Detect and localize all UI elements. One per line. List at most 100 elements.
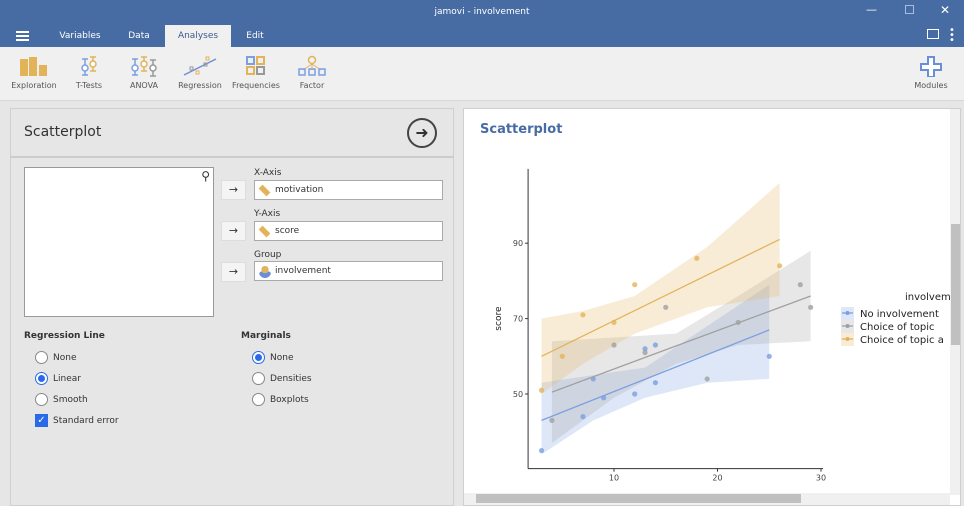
title-bar: jamovi - involvement — ✕ — [0, 0, 964, 25]
data-point — [611, 319, 617, 325]
data-point — [663, 304, 669, 310]
regression-linear-radio[interactable]: Linear — [35, 372, 81, 385]
radio-label: Boxplots — [270, 394, 309, 405]
divider — [11, 156, 453, 158]
tab-variables[interactable]: Variables — [59, 31, 101, 41]
checkbox-label: Standard error — [53, 415, 119, 426]
confidence-band-2 — [541, 182, 780, 394]
y-axis-value: score — [275, 226, 300, 236]
regression-line-1 — [551, 295, 811, 393]
variable-list[interactable]: ⚲ — [24, 167, 214, 317]
x-axis-value: motivation — [275, 185, 324, 195]
options-panel: Scatterplot ➜ ⚲ X-Axis → motivation Y-Ax… — [10, 108, 454, 506]
x-tick-label: 20 — [712, 474, 722, 483]
y-axis-label: Y-Axis — [254, 209, 281, 219]
standard-error-checkbox[interactable]: ✓ Standard error — [35, 414, 119, 427]
regression-heading: Regression Line — [24, 331, 105, 341]
confidence-band-1 — [551, 250, 811, 444]
regression-icon — [183, 56, 217, 76]
anova-icon — [131, 56, 157, 77]
regression-line-2 — [541, 238, 780, 357]
ribbon-factor[interactable]: Factor — [284, 55, 340, 90]
y-axis-field[interactable]: score — [254, 221, 443, 241]
ribbon-label: Frequencies — [232, 81, 280, 90]
frequencies-icon — [246, 56, 265, 75]
continuous-variable-icon — [258, 184, 271, 197]
group-move-button[interactable]: → — [221, 262, 246, 282]
tab-analyses[interactable]: Analyses — [165, 25, 231, 47]
ttest-icon — [81, 56, 97, 76]
x-axis-move-button[interactable]: → — [221, 180, 246, 200]
ribbon-exploration[interactable]: Exploration — [6, 55, 62, 90]
close-button[interactable]: ✕ — [940, 3, 951, 17]
group-field[interactable]: involvement — [254, 261, 443, 281]
regression-smooth-radio[interactable]: Smooth — [35, 393, 88, 406]
data-point — [652, 342, 658, 348]
scatterplot-chart: 10 20 30 50 70 90 score involvem No involvement C… — [494, 168, 951, 483]
legend-label: No involvement — [860, 309, 939, 320]
analysis-title: Scatterplot — [24, 124, 102, 140]
scrollbar-thumb[interactable] — [476, 494, 801, 503]
minimize-button[interactable]: — — [866, 3, 877, 16]
nominal-variable-icon — [259, 266, 271, 278]
horizontal-scrollbar[interactable] — [464, 493, 950, 505]
ribbon-modules[interactable]: Modules — [903, 55, 959, 90]
radio-label: Densities — [270, 373, 312, 384]
ribbon-label: Exploration — [11, 81, 57, 90]
legend-title: involvem — [905, 292, 951, 303]
ribbon-regression[interactable]: Regression — [172, 55, 228, 90]
marginals-none-radio[interactable]: None — [252, 351, 293, 364]
radio-label: Linear — [53, 373, 81, 384]
radio-label: None — [53, 352, 77, 363]
ribbon-frequencies[interactable]: Frequencies — [228, 55, 284, 90]
vertical-scrollbar[interactable] — [950, 109, 960, 495]
more-options-icon[interactable]: • • • — [949, 25, 955, 46]
data-point — [766, 353, 772, 359]
continuous-variable-icon — [258, 225, 271, 238]
maximize-button[interactable] — [905, 5, 914, 14]
regression-none-radio[interactable]: None — [35, 351, 76, 364]
scrollbar-thumb[interactable] — [951, 224, 960, 345]
data-point — [549, 417, 555, 423]
ribbon-ttests[interactable]: T-Tests — [61, 55, 117, 90]
window-title: jamovi - involvement — [434, 7, 530, 17]
data-point — [538, 387, 545, 393]
y-axis-label: score — [494, 306, 504, 331]
search-icon[interactable]: ⚲ — [201, 169, 210, 183]
data-point — [704, 376, 710, 382]
x-axis-field[interactable]: motivation — [254, 180, 443, 200]
plus-icon — [920, 56, 942, 77]
data-point — [797, 282, 803, 288]
legend-label: Choice of topic — [860, 322, 935, 333]
tab-bar: Variables Data Analyses Edit • • • — [0, 25, 964, 47]
data-point — [580, 414, 586, 420]
x-tick-label: 30 — [816, 474, 826, 483]
run-arrow-button[interactable]: ➜ — [407, 118, 437, 148]
y-tick-label: 70 — [513, 315, 523, 324]
y-axis-move-button[interactable]: → — [221, 221, 246, 241]
ribbon: Exploration T-Tests ANOVA Regression Fre… — [0, 47, 964, 101]
data-point — [632, 391, 638, 397]
regression-line-0 — [541, 329, 770, 421]
ribbon-label: ANOVA — [129, 81, 159, 90]
marginals-densities-radio[interactable]: Densities — [252, 372, 312, 385]
data-point — [632, 282, 638, 288]
tab-data[interactable]: Data — [128, 31, 150, 41]
y-tick-label: 90 — [513, 239, 523, 248]
group-label: Group — [254, 250, 282, 260]
confidence-band-0 — [541, 284, 770, 455]
data-point — [580, 312, 586, 318]
mode-toggle-icon[interactable] — [927, 29, 939, 39]
data-point — [735, 319, 741, 325]
radio-label: Smooth — [53, 394, 88, 405]
marginals-boxplots-radio[interactable]: Boxplots — [252, 393, 309, 406]
data-point — [652, 380, 658, 386]
x-axis-label: X-Axis — [254, 168, 282, 178]
group-value: involvement — [275, 266, 331, 276]
data-point — [642, 349, 648, 356]
y-tick-label: 50 — [513, 390, 523, 399]
tab-edit[interactable]: Edit — [246, 31, 264, 41]
factor-icon — [298, 55, 326, 76]
ribbon-anova[interactable]: ANOVA — [116, 55, 172, 90]
menu-icon[interactable] — [16, 31, 29, 41]
